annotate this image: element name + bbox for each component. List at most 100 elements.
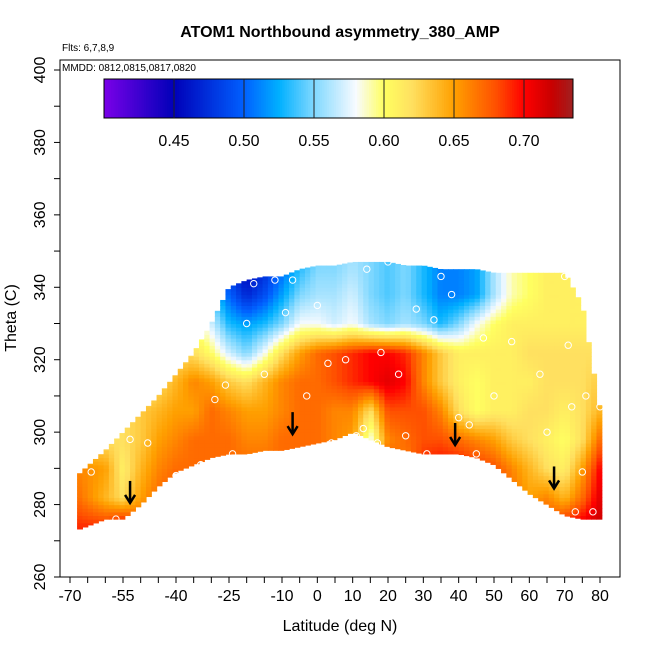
heat-cell bbox=[267, 280, 274, 285]
heat-cell bbox=[522, 356, 529, 361]
heat-cell bbox=[278, 410, 285, 415]
heat-cell bbox=[389, 432, 396, 437]
heat-cell bbox=[559, 272, 566, 278]
heat-cell bbox=[368, 392, 375, 397]
heat-cell bbox=[198, 366, 205, 372]
heat-cell bbox=[538, 439, 545, 444]
heat-cell bbox=[522, 446, 529, 451]
heat-cell bbox=[389, 381, 396, 386]
heat-cell bbox=[506, 377, 513, 383]
heat-cell bbox=[485, 453, 492, 459]
heat-cell bbox=[373, 388, 380, 393]
heat-cell bbox=[331, 410, 338, 415]
colorbar-segment bbox=[556, 79, 560, 118]
heat-cell bbox=[310, 417, 317, 422]
heat-cell bbox=[172, 375, 179, 379]
heat-cell bbox=[474, 399, 481, 404]
heat-cell bbox=[432, 290, 439, 296]
heat-cell bbox=[342, 388, 348, 393]
heat-cell bbox=[548, 475, 555, 480]
heat-cell bbox=[591, 421, 598, 426]
heat-cell bbox=[267, 345, 274, 350]
heat-cell bbox=[304, 366, 311, 372]
heat-cell bbox=[506, 450, 513, 455]
heat-cell bbox=[278, 356, 285, 361]
heat-cell bbox=[331, 428, 338, 433]
heat-cell bbox=[315, 363, 322, 368]
heat-cell bbox=[575, 305, 582, 310]
heat-cell bbox=[204, 439, 211, 444]
heat-cell bbox=[373, 399, 380, 404]
heat-cell bbox=[506, 410, 513, 415]
heat-cell bbox=[543, 283, 550, 288]
heat-cell bbox=[336, 337, 343, 343]
heat-cell bbox=[485, 414, 492, 419]
heat-cell bbox=[267, 337, 274, 343]
heat-cell bbox=[564, 316, 571, 321]
heat-cell bbox=[405, 410, 412, 415]
colorbar-segment bbox=[289, 79, 293, 118]
heat-cell bbox=[156, 443, 163, 448]
heat-cell bbox=[82, 519, 89, 524]
heat-cell bbox=[416, 363, 423, 368]
sample-point bbox=[271, 276, 279, 284]
heat-cell bbox=[564, 277, 571, 281]
heat-cell bbox=[172, 399, 179, 404]
colorbar-segment bbox=[488, 79, 492, 118]
heat-cell bbox=[548, 283, 555, 288]
heat-cell bbox=[585, 345, 592, 350]
colorbar-segment bbox=[544, 79, 548, 118]
heat-cell bbox=[575, 327, 582, 332]
heat-cell bbox=[379, 319, 386, 325]
sample-points bbox=[87, 258, 604, 523]
heat-cell bbox=[410, 319, 417, 325]
heat-cell bbox=[384, 301, 391, 306]
heat-cell bbox=[357, 385, 364, 390]
heat-cell bbox=[379, 392, 386, 397]
colorbar-segment bbox=[401, 79, 405, 118]
heat-cell bbox=[516, 399, 523, 404]
heat-cell bbox=[251, 298, 258, 303]
heat-cell bbox=[246, 443, 253, 448]
heat-cell bbox=[352, 370, 359, 375]
heat-cell bbox=[267, 370, 274, 375]
heat-cell bbox=[357, 421, 364, 426]
heat-cell bbox=[532, 298, 539, 303]
heat-cell bbox=[469, 356, 476, 361]
heat-cell bbox=[373, 283, 380, 288]
heat-cell bbox=[251, 446, 258, 451]
heat-cell bbox=[140, 490, 147, 495]
heat-cell bbox=[527, 424, 534, 430]
heat-cell bbox=[336, 406, 343, 412]
heat-cell bbox=[230, 435, 237, 440]
heat-cell bbox=[469, 414, 476, 419]
heat-cell bbox=[299, 283, 306, 288]
colorbar-segment bbox=[157, 79, 161, 118]
heat-cell bbox=[267, 432, 274, 437]
heat-cell bbox=[320, 421, 327, 426]
heat-cell bbox=[220, 323, 227, 328]
heat-cell bbox=[315, 381, 322, 386]
colorbar-segment bbox=[174, 79, 178, 118]
heat-cell bbox=[262, 424, 269, 430]
heat-cell bbox=[506, 461, 513, 466]
heat-cell bbox=[564, 305, 571, 310]
heat-cell bbox=[352, 290, 359, 296]
heat-cell bbox=[336, 264, 343, 267]
heat-cell bbox=[511, 305, 518, 310]
heat-cell bbox=[304, 424, 311, 430]
heat-cell bbox=[331, 327, 338, 332]
heat-cell bbox=[511, 406, 518, 412]
heat-cell bbox=[273, 316, 280, 321]
heat-cell bbox=[527, 280, 534, 285]
heat-cell bbox=[273, 435, 280, 440]
heat-cell bbox=[342, 359, 348, 364]
heat-cell bbox=[278, 363, 285, 368]
heat-cell bbox=[310, 377, 317, 383]
heat-cell bbox=[548, 309, 555, 314]
heat-cell bbox=[442, 287, 449, 292]
heat-cell bbox=[548, 417, 555, 422]
heat-cell bbox=[209, 359, 216, 364]
heat-cell bbox=[384, 414, 391, 419]
heat-cell bbox=[315, 432, 322, 437]
